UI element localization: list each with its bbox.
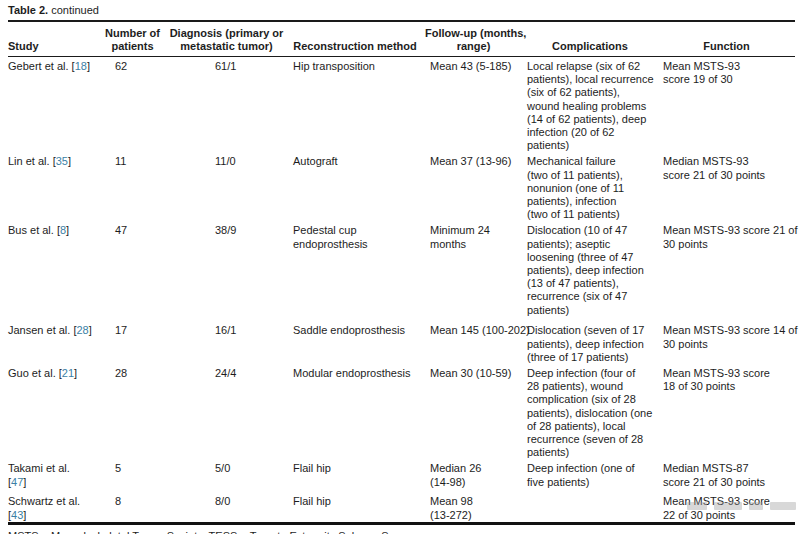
reference-link[interactable]: [28] — [73, 324, 91, 336]
patients-cell: 17 — [97, 321, 168, 364]
function-cell: Median MSTS-93 score 21 of 30 points — [658, 152, 795, 221]
diagnosis-cell: 8/0 — [168, 492, 285, 521]
diagnosis-cell: 61/1 — [168, 57, 285, 152]
data-table: Study Number of patients Diagnosis (prim… — [8, 20, 795, 525]
col-header-reconstruction-method: Reconstruction method — [285, 40, 425, 53]
patients-cell: 5 — [97, 459, 168, 492]
study-name: Gebert et al. — [8, 60, 72, 72]
function-cell: Mean MSTS-93 score 21 of 30 points — [658, 221, 795, 321]
table-header-row: Study Number of patients Diagnosis (prim… — [8, 22, 795, 57]
study-cell: Schwartz et al. [43] — [8, 492, 97, 521]
reference-link[interactable]: [47] — [8, 476, 26, 488]
table-footnote: MSTS = Musculoskeletal Tumor Society; TE… — [8, 530, 800, 534]
study-name: Guo et al. — [8, 367, 59, 379]
col-header-study: Study — [8, 40, 97, 53]
followup-cell: Median 26 (14-98) — [425, 459, 522, 492]
study-cell: Gebert et al. [18] — [8, 57, 97, 152]
patients-cell: 11 — [97, 152, 168, 221]
diagnosis-cell: 38/9 — [168, 221, 285, 321]
study-cell: Lin et al. [35] — [8, 152, 97, 221]
reference-number: 18 — [75, 60, 87, 72]
reference-link[interactable]: [21] — [59, 367, 77, 379]
table-title: Table 2. continued — [0, 0, 800, 20]
complications-cell: Dislocation (seven of 17 patients), deep… — [522, 321, 658, 364]
study-cell: Jansen et al. [28] — [8, 321, 97, 364]
col-header-complications: Complications — [522, 40, 658, 53]
table-row: Lin et al. [35] 11 11/0 Autograft Mean 3… — [8, 152, 795, 221]
method-cell: Pedestal cup endoprosthesis — [285, 221, 425, 321]
reference-link[interactable]: [35] — [53, 155, 71, 167]
diagnosis-cell: 5/0 — [168, 459, 285, 492]
reference-link[interactable]: [18] — [72, 60, 90, 72]
patients-cell: 8 — [97, 492, 168, 521]
table-label: Table 2. — [8, 4, 48, 16]
followup-cell: Mean 145 (100-202) — [425, 321, 522, 364]
diagnosis-cell: 11/0 — [168, 152, 285, 221]
watermark — [687, 502, 796, 510]
function-cell: Median MSTS-87 score 21 of 30 points — [658, 459, 795, 492]
study-cell: Guo et al. [21] — [8, 364, 97, 459]
complications-cell — [522, 492, 658, 521]
method-cell: Modular endoprosthesis — [285, 364, 425, 459]
table-row: Bus et al. [8] 47 38/9 Pedestal cup endo… — [8, 221, 795, 321]
complications-cell: Deep infection (one of five patients) — [522, 459, 658, 492]
patients-cell: 47 — [97, 221, 168, 321]
study-name: Lin et al. — [8, 155, 53, 167]
reference-number: 28 — [77, 324, 89, 336]
col-header-diagnosis: Diagnosis (primary or metastatic tumor) — [168, 27, 285, 53]
followup-cell: Mean 98 (13-272) — [425, 492, 522, 521]
method-cell: Flail hip — [285, 492, 425, 521]
followup-cell: Mean 30 (10-59) — [425, 364, 522, 459]
table-row: Gebert et al. [18] 62 61/1 Hip transposi… — [8, 57, 795, 152]
document-page: Table 2. continued Study Number of patie… — [0, 0, 800, 534]
method-cell: Hip transposition — [285, 57, 425, 152]
complications-cell: Mechanical failure (two of 11 patients),… — [522, 152, 658, 221]
reference-link[interactable]: [43] — [8, 509, 26, 521]
table-row: Guo et al. [21] 28 24/4 Modular endopros… — [8, 364, 795, 459]
table-continued-text: continued — [51, 4, 99, 16]
function-cell: Mean MSTS-93 score 19 of 30 — [658, 57, 795, 152]
diagnosis-cell: 24/4 — [168, 364, 285, 459]
method-cell: Saddle endoprosthesis — [285, 321, 425, 364]
col-header-function: Function — [658, 40, 795, 53]
method-cell: Autograft — [285, 152, 425, 221]
followup-cell: Minimum 24 months — [425, 221, 522, 321]
complications-cell: Dislocation (10 of 47 patients); aseptic… — [522, 221, 658, 321]
reference-number: 47 — [11, 476, 23, 488]
study-name: Bus et al. — [8, 224, 57, 236]
col-header-followup: Follow-up (months, range) — [425, 27, 522, 53]
complications-cell: Deep infection (four of 28 patients), wo… — [522, 364, 658, 459]
reference-link[interactable]: [8] — [57, 224, 69, 236]
followup-cell: Mean 37 (13-96) — [425, 152, 522, 221]
method-cell: Flail hip — [285, 459, 425, 492]
table-row: Takami et al. [47] 5 5/0 Flail hip Media… — [8, 459, 795, 492]
study-name: Schwartz et al. — [8, 495, 80, 507]
table-row: Jansen et al. [28] 17 16/1 Saddle endopr… — [8, 321, 795, 364]
patients-cell: 62 — [97, 57, 168, 152]
followup-cell: Mean 43 (5-185) — [425, 57, 522, 152]
function-cell: Mean MSTS-93 score 18 of 30 points — [658, 364, 795, 459]
function-cell: Mean MSTS-93 score 14 of 30 points — [658, 321, 795, 364]
study-name: Takami et al. — [8, 462, 70, 474]
reference-number: 43 — [11, 509, 23, 521]
reference-number: 35 — [56, 155, 68, 167]
reference-number: 21 — [62, 367, 74, 379]
patients-cell: 28 — [97, 364, 168, 459]
diagnosis-cell: 16/1 — [168, 321, 285, 364]
study-cell: Takami et al. [47] — [8, 459, 97, 492]
complications-cell: Local relapse (six of 62 patients), loca… — [522, 57, 658, 152]
study-cell: Bus et al. [8] — [8, 221, 97, 321]
table-row: Schwartz et al. [43] 8 8/0 Flail hip Mea… — [8, 492, 795, 521]
col-header-number-of-patients: Number of patients — [97, 27, 168, 53]
study-name: Jansen et al. — [8, 324, 73, 336]
